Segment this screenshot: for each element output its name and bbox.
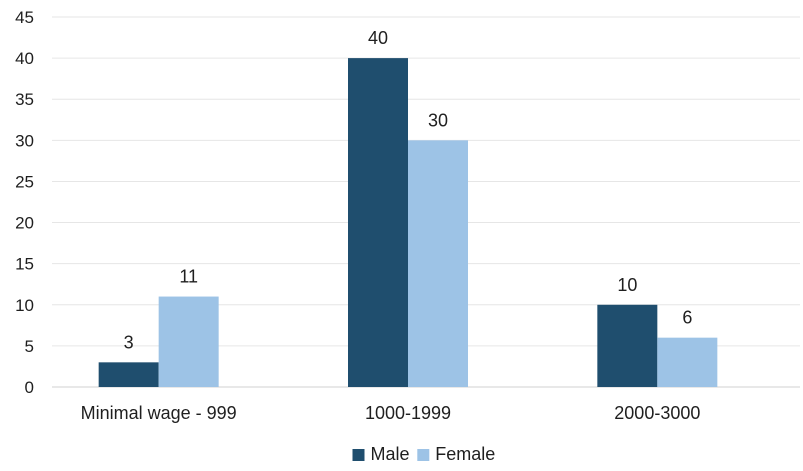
legend-swatch — [417, 449, 430, 461]
data-label-female-0: 11 — [179, 267, 198, 287]
legend-label: Female — [435, 444, 495, 464]
data-label-female-2: 6 — [682, 308, 692, 328]
data-label-female-1: 30 — [428, 110, 448, 130]
y-tick-label: 0 — [25, 378, 34, 397]
data-labels: 3 11 40 30 10 6 — [124, 28, 693, 352]
y-tick-label: 45 — [15, 8, 34, 27]
legend-swatch — [352, 449, 365, 461]
y-tick-label: 10 — [15, 296, 34, 315]
data-label-male-2: 10 — [617, 275, 637, 295]
x-axis-categories: Minimal wage - 999 1000-1999 2000-3000 — [81, 403, 701, 423]
x-category-label: 2000-3000 — [614, 403, 700, 423]
x-category-label: 1000-1999 — [365, 403, 451, 423]
bar-female-0 — [158, 296, 219, 387]
bars — [98, 58, 718, 387]
y-tick-label: 30 — [15, 131, 34, 150]
bar-male-1 — [348, 58, 408, 387]
y-tick-label: 15 — [15, 255, 34, 274]
bar-male-0 — [98, 362, 159, 387]
legend-label: Male — [371, 444, 410, 464]
y-tick-label: 40 — [15, 49, 34, 68]
legend-item-male: Male — [352, 444, 410, 464]
data-label-male-0: 3 — [124, 332, 134, 352]
y-tick-label: 35 — [15, 90, 34, 109]
y-tick-label: 20 — [15, 214, 34, 233]
bar-male-2 — [597, 304, 658, 387]
y-axis-ticks: 0 5 10 15 20 25 30 35 40 45 — [15, 8, 34, 397]
y-tick-label: 25 — [15, 172, 34, 191]
x-category-label: Minimal wage - 999 — [81, 403, 237, 423]
data-label-male-1: 40 — [368, 28, 388, 48]
legend-item-female: Female — [417, 444, 495, 464]
bar-female-2 — [657, 337, 718, 387]
legend: Male Female — [352, 444, 495, 464]
bar-female-1 — [408, 140, 468, 387]
y-tick-label: 5 — [25, 337, 34, 356]
